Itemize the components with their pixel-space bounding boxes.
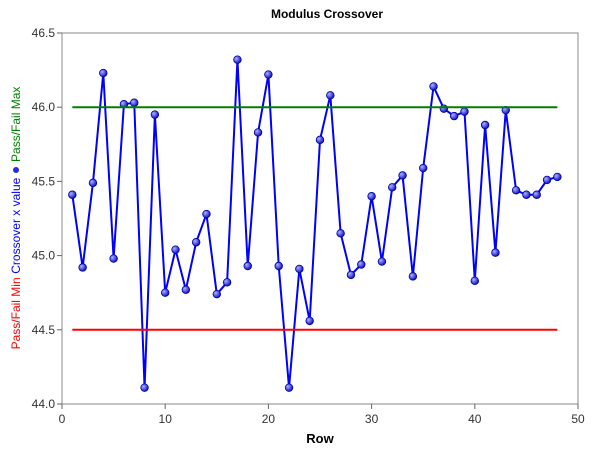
- data-point: [491, 248, 500, 257]
- x-tick-label: 30: [365, 412, 379, 426]
- data-point: [408, 272, 418, 281]
- data-point: [99, 68, 108, 78]
- y-tick-label: 45.0: [32, 249, 56, 263]
- data-point: [233, 55, 242, 64]
- data-point: [367, 192, 376, 201]
- data-point: [109, 254, 118, 263]
- data-point: [88, 178, 98, 188]
- data-point: [274, 261, 283, 271]
- data-point: [264, 70, 273, 79]
- y-axis-title-part: Pass/Fail Min: [9, 277, 23, 349]
- data-point: [398, 171, 407, 180]
- x-tick-label: 50: [571, 412, 585, 426]
- data-point: [480, 120, 490, 130]
- data-point: [439, 104, 449, 113]
- data-point: [202, 209, 211, 219]
- data-point: [326, 91, 335, 100]
- data-point: [150, 110, 160, 119]
- data-point: [336, 229, 345, 238]
- crossover-x-value-line: [71, 58, 558, 389]
- data-point: [357, 260, 366, 269]
- data-point: [78, 263, 87, 272]
- y-tick-label: 44.5: [32, 323, 56, 337]
- data-point: [253, 128, 263, 137]
- x-tick-label: 40: [468, 412, 482, 426]
- y-tick-label: 46.5: [32, 26, 56, 40]
- data-point: [346, 270, 356, 280]
- data-point: [542, 175, 552, 185]
- data-point: [315, 135, 325, 145]
- x-tick-label: 20: [262, 412, 276, 426]
- data-point: [130, 98, 139, 107]
- data-point: [460, 107, 469, 116]
- data-point: [470, 276, 479, 286]
- data-point: [181, 285, 191, 294]
- x-axis-title: Row: [306, 431, 334, 446]
- data-point: [171, 245, 180, 254]
- axis-ticks: 0 10 20 30 40 50 44.0 44.5 45.0 45.5 46.0 46.5: [32, 26, 585, 426]
- chart-title: Modulus Crossover: [271, 7, 383, 21]
- y-axis-title: Pass/Fail Min Crossover x value ● Pass/F…: [7, 87, 23, 350]
- data-point: [295, 264, 304, 274]
- y-tick-label: 44.0: [32, 397, 56, 411]
- data-point: [243, 261, 252, 271]
- data-point: [160, 288, 170, 297]
- y-tick-label: 45.5: [32, 174, 56, 188]
- data-point: [553, 172, 562, 182]
- data-point: [212, 289, 221, 299]
- y-axis-title-part: Pass/Fail Max: [9, 87, 23, 162]
- data-point: [532, 190, 541, 199]
- legend-marker-icon: ●: [7, 166, 23, 174]
- y-tick-label: 46.0: [32, 100, 56, 114]
- data-point: [140, 383, 149, 392]
- data-point: [222, 278, 232, 287]
- data-point: [522, 190, 531, 199]
- data-point: [377, 257, 387, 266]
- data-point: [284, 383, 294, 392]
- data-point: [191, 238, 201, 247]
- data-point: [429, 82, 438, 91]
- data-point: [419, 163, 428, 173]
- data-point: [305, 316, 314, 326]
- y-axis-title-part: Crossover x value: [9, 177, 23, 273]
- x-tick-label: 0: [59, 412, 66, 426]
- data-point: [388, 183, 397, 192]
- data-point: [68, 190, 77, 199]
- series-layer: [68, 55, 562, 392]
- x-tick-label: 10: [159, 412, 173, 426]
- data-point: [449, 111, 459, 121]
- data-point: [511, 186, 521, 195]
